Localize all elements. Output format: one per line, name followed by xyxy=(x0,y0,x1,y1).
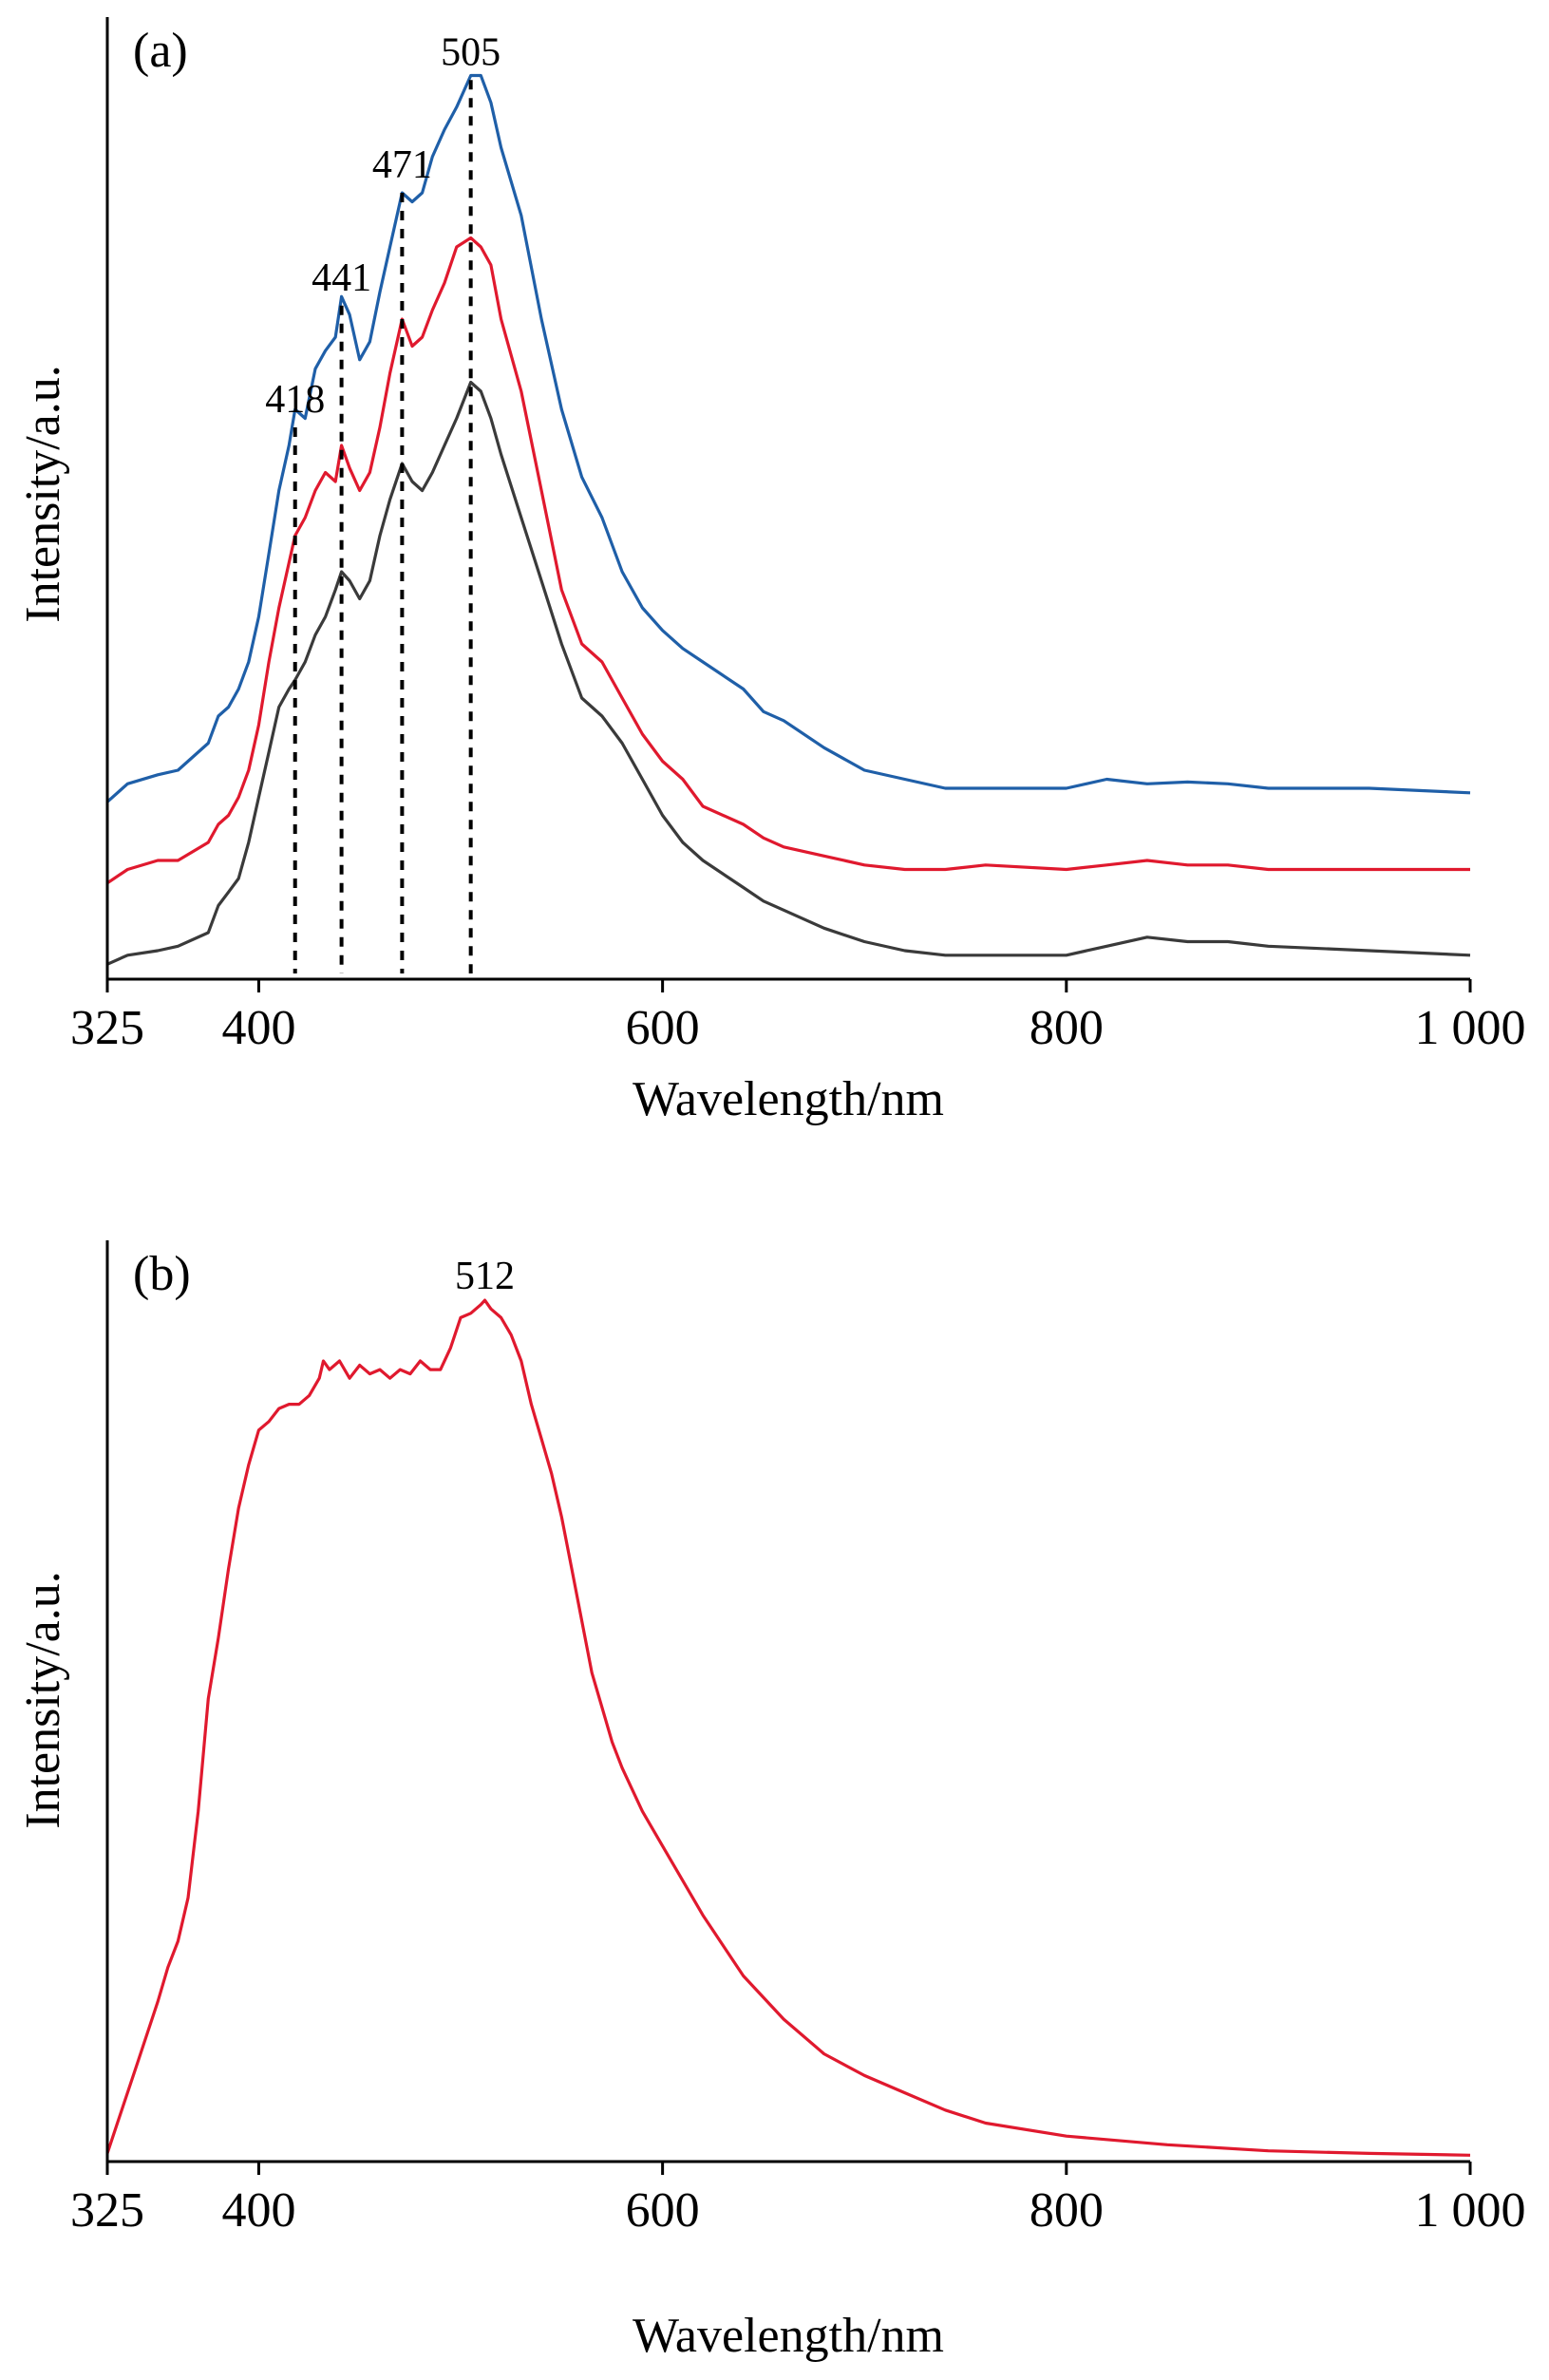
panel-a-y-axis-title: Intensity/a.u. xyxy=(16,365,70,623)
panel-a-series-line-3 xyxy=(106,380,1471,966)
panel-b-x-ticks: 325 400 600 800 1 000 xyxy=(70,2162,1526,2238)
panel-a-x-tick-label-325: 325 xyxy=(70,1001,144,1055)
panel-b-label: (b) xyxy=(133,1247,191,1301)
panel-a-x-tick-label-600: 600 xyxy=(626,1001,700,1055)
panel-a-x-ticks: 325 400 600 800 1 000 xyxy=(70,979,1526,1055)
panel-a-plot: 418 441 471 505 xyxy=(105,30,1471,973)
panel-b-plot: 512 xyxy=(105,1255,1471,2157)
panel-b-peak-label-512: 512 xyxy=(455,1255,515,1298)
panel-a-peak-label-441: 441 xyxy=(312,256,371,300)
panel-b-x-tick-label-800: 800 xyxy=(1030,2183,1104,2238)
panel-b-series-line-1 xyxy=(105,1298,1471,2157)
panel-b-y-axis-title: Intensity/a.u. xyxy=(16,1571,70,1829)
panel-a-x-tick-label-1000: 1 000 xyxy=(1415,1001,1526,1055)
panel-b-x-tick-label-325: 325 xyxy=(70,2183,144,2238)
panel-a-x-axis-title: Wavelength/nm xyxy=(633,1072,944,1126)
panel-a-label: (a) xyxy=(133,24,188,78)
panel-a-x-tick-label-800: 800 xyxy=(1030,1001,1104,1055)
panel-b-x-tick-label-400: 400 xyxy=(221,2183,295,2238)
panel-a-series-line-2 xyxy=(106,236,1470,885)
panel-b-x-axis-title: Wavelength/nm xyxy=(633,2309,944,2363)
panel-a-series-line-1 xyxy=(105,73,1471,803)
panel-b-x-tick-label-600: 600 xyxy=(626,2183,700,2238)
panel-b-x-tick-label-1000: 1 000 xyxy=(1415,2183,1526,2238)
panel-a-peak-label-418: 418 xyxy=(265,378,325,422)
panel-a-peak-label-505: 505 xyxy=(441,30,501,74)
panel-b: (b) 512 325 400 600 800 1 000 Wavelength/nm … xyxy=(16,1240,1526,2363)
panel-a-peak-label-471: 471 xyxy=(372,143,432,187)
panel-a-x-tick-label-400: 400 xyxy=(221,1001,295,1055)
panel-a: (a) 418 441 471 505 325 400 600 800 1 000 Wavel… xyxy=(16,17,1526,1126)
